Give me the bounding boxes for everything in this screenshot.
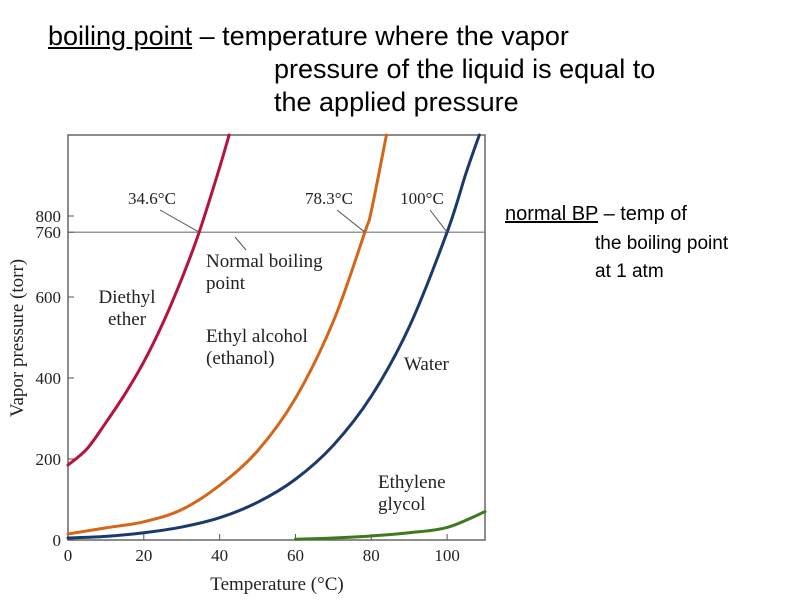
side-note-line-2: the boiling point bbox=[595, 233, 729, 254]
heading-line-3: the applied pressure bbox=[274, 87, 519, 117]
x-tick-label: 60 bbox=[287, 546, 304, 565]
series-line-0 bbox=[66, 133, 231, 467]
y-tick-label: 0 bbox=[53, 531, 62, 550]
series-label-ethylene-glycol: glycol bbox=[378, 494, 426, 515]
term-normal-bp: normal BP bbox=[505, 203, 599, 225]
y-tick-label: 600 bbox=[36, 288, 62, 307]
series-label-ethylene-glycol: Ethylene bbox=[378, 472, 446, 493]
x-tick-label: 80 bbox=[363, 546, 380, 565]
boiling-point-pointer-1 bbox=[336, 209, 366, 233]
side-note-line-1: normal BP – temp of bbox=[505, 200, 687, 228]
boiling-point-label-0: 34.6°C bbox=[128, 189, 176, 208]
series-label-diethyl-ether: Diethyl bbox=[99, 287, 156, 308]
x-tick-label: 0 bbox=[64, 546, 73, 565]
series-line-2 bbox=[66, 133, 481, 540]
series-label-water: Water bbox=[404, 354, 450, 375]
y-axis-label: Vapor pressure (torr) bbox=[7, 259, 28, 417]
x-axis-label: Temperature (°C) bbox=[210, 574, 343, 595]
reference-line-label: Normal boiling bbox=[206, 251, 323, 272]
heading-line-1-rest: – temperature where the vapor bbox=[192, 21, 569, 51]
y-tick-label: 400 bbox=[36, 369, 62, 388]
y-tick-label: 800 bbox=[36, 207, 62, 226]
reference-line-pointer bbox=[234, 236, 247, 251]
y-tick-label: 200 bbox=[36, 450, 62, 469]
series-label-ethanol: (ethanol) bbox=[206, 348, 275, 369]
side-note-line-1-rest: – temp of bbox=[598, 203, 687, 225]
series-lines bbox=[66, 133, 487, 541]
plot-frame bbox=[67, 134, 486, 541]
reference-line-label: point bbox=[206, 273, 246, 294]
boiling-point-label-1: 78.3°C bbox=[305, 189, 353, 208]
series-label-ethanol: Ethyl alcohol bbox=[206, 326, 308, 347]
slide-heading: boiling point – temperature where the va… bbox=[48, 20, 655, 117]
series-line-3 bbox=[293, 510, 487, 541]
heading-line-2: pressure of the liquid is equal to bbox=[274, 54, 656, 84]
x-tick-label: 20 bbox=[135, 546, 152, 565]
boiling-point-label-2: 100°C bbox=[400, 189, 444, 208]
side-note-line-3: at 1 atm bbox=[595, 261, 664, 282]
chart-frame bbox=[67, 134, 486, 541]
x-tick-label: 100 bbox=[434, 546, 460, 565]
side-note: normal BP – temp of the boiling point at… bbox=[505, 200, 728, 282]
series-label-diethyl-ether: ether bbox=[108, 309, 147, 330]
boiling-point-pointer-2 bbox=[429, 209, 448, 233]
boiling-point-pointer-0 bbox=[159, 209, 200, 233]
x-tick-label: 40 bbox=[211, 546, 228, 565]
y-tick-label: 760 bbox=[36, 223, 62, 242]
series-line-1 bbox=[66, 133, 388, 536]
term-boiling-point: boiling point bbox=[48, 21, 193, 51]
heading-line-1: boiling point – temperature where the va… bbox=[48, 20, 569, 53]
